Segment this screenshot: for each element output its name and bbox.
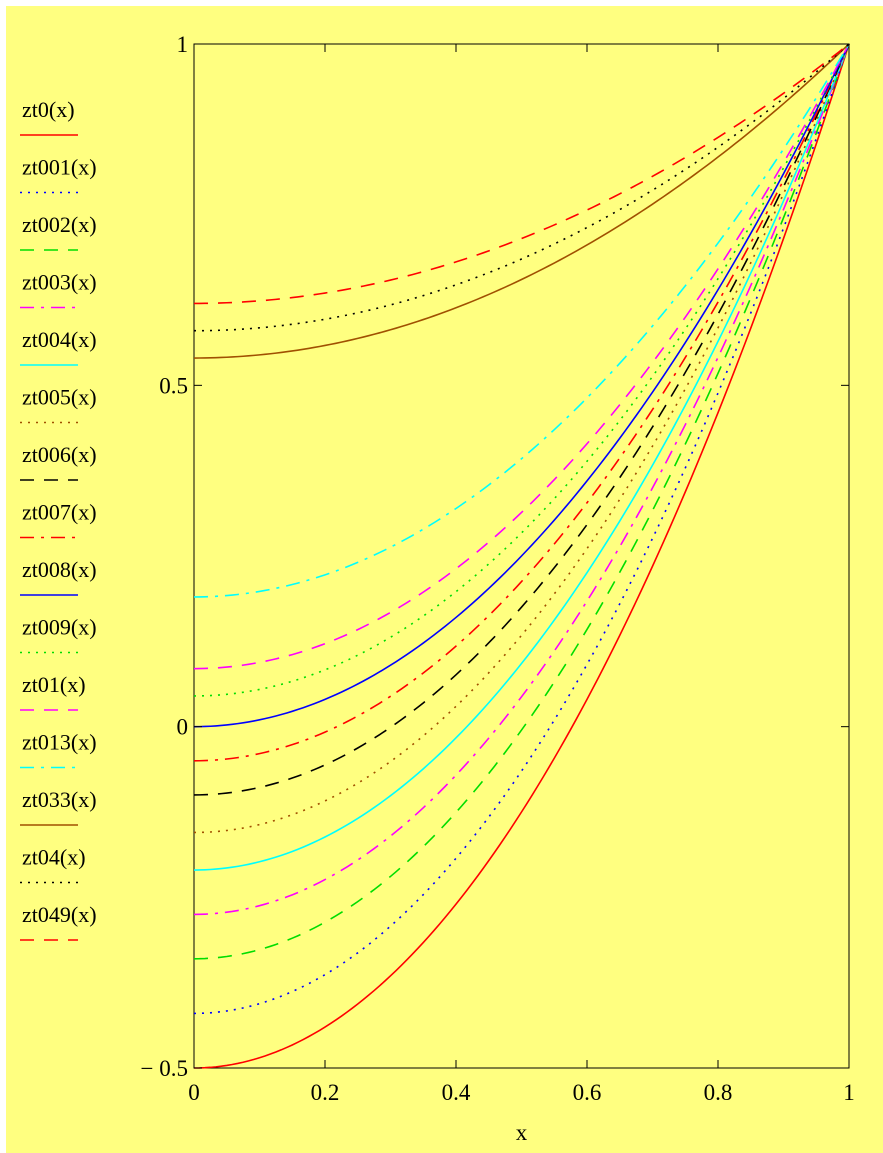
plot-frame <box>193 43 850 1069</box>
series-line-8 <box>193 43 850 728</box>
x-tick-label: 0.2 <box>311 1080 340 1105</box>
legend-label: zt04(x) <box>22 845 86 870</box>
y-tick-label: − 0.5 <box>141 1056 188 1081</box>
y-tick-label: 0 <box>177 715 189 740</box>
series-line-7 <box>193 43 850 762</box>
series-line-12 <box>193 43 850 359</box>
series-line-3 <box>193 43 850 916</box>
series-line-1 <box>193 43 850 1015</box>
legend-label: zt003(x) <box>22 270 97 295</box>
legend-label: zt002(x) <box>22 212 97 237</box>
legend-label: zt008(x) <box>22 557 97 582</box>
legend-label: zt01(x) <box>22 672 86 697</box>
series-line-0 <box>193 43 850 1069</box>
series-line-5 <box>193 43 850 834</box>
chart-background <box>6 6 883 1153</box>
x-tick-label: 0.4 <box>442 1080 471 1105</box>
x-tick-label: 0 <box>188 1080 200 1105</box>
y-tick-label: 0.5 <box>159 373 188 398</box>
legend-label: zt0(x) <box>22 97 75 122</box>
series-line-4 <box>193 43 850 871</box>
legend-label: zt006(x) <box>22 442 97 467</box>
series-line-14 <box>193 43 850 305</box>
legend-label: zt049(x) <box>22 902 97 927</box>
legend-label: zt004(x) <box>22 327 97 352</box>
x-tick-label: 0.6 <box>573 1080 602 1105</box>
series-line-6 <box>193 43 850 796</box>
x-tick-label: 0.8 <box>704 1080 733 1105</box>
series-line-2 <box>193 43 850 960</box>
x-tick-label: 1 <box>843 1080 855 1105</box>
series-line-9 <box>193 43 850 697</box>
x-axis-title: x <box>516 1120 528 1145</box>
series-line-13 <box>193 43 850 332</box>
legend-label: zt013(x) <box>22 730 97 755</box>
legend-label: zt009(x) <box>22 615 97 640</box>
series-line-11 <box>193 43 850 598</box>
legend-label: zt033(x) <box>22 787 97 812</box>
legend-label: zt007(x) <box>22 500 97 525</box>
legend-label: zt001(x) <box>22 155 97 180</box>
y-tick-label: 1 <box>177 32 189 57</box>
legend-label: zt005(x) <box>22 385 97 410</box>
series-line-10 <box>193 43 850 670</box>
